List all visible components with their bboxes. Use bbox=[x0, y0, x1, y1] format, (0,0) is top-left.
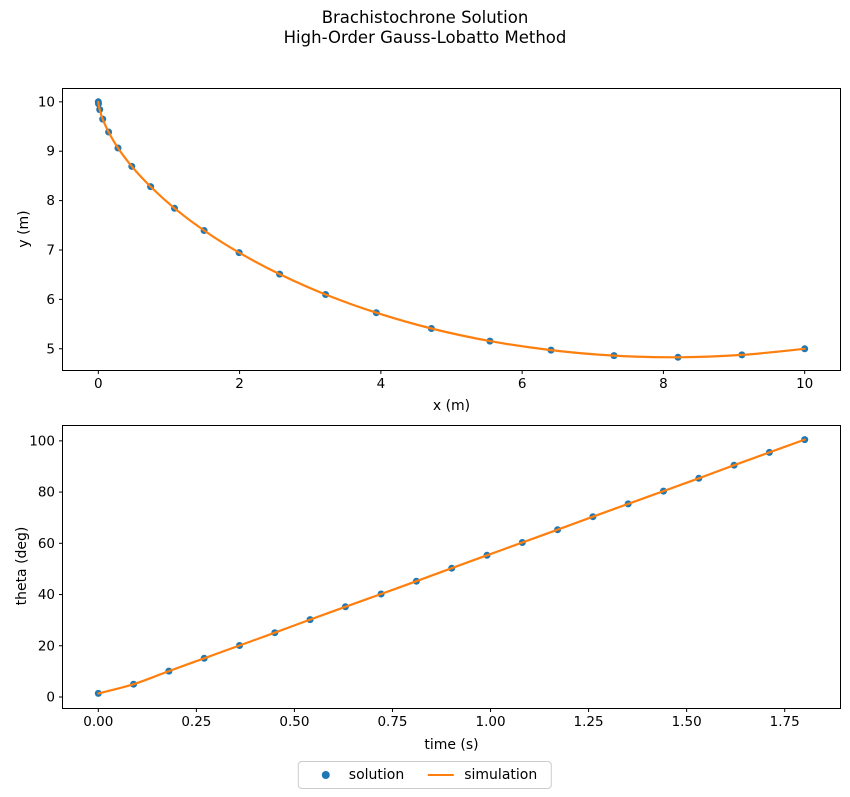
svg-text:1.75: 1.75 bbox=[770, 714, 800, 730]
figure-title: Brachistochrone Solution High-Order Gaus… bbox=[0, 8, 850, 48]
svg-text:0.75: 0.75 bbox=[377, 714, 407, 730]
svg-text:0.25: 0.25 bbox=[181, 714, 211, 730]
xy-plot-canvas: 0 2 4 6 8 10 5 6 7 8 9 10 bbox=[38, 94, 813, 392]
svg-text:5: 5 bbox=[46, 341, 55, 357]
svg-text:80: 80 bbox=[38, 485, 55, 501]
theta-plot-xlabel: time (s) bbox=[424, 737, 479, 753]
svg-text:100: 100 bbox=[29, 433, 55, 449]
svg-text:7: 7 bbox=[46, 242, 55, 258]
svg-text:6: 6 bbox=[518, 376, 527, 392]
theta-plot-canvas: 0.00 0.25 0.50 0.75 1.00 1.25 1.50 1.75 0 20 40 60 8… bbox=[29, 433, 809, 730]
svg-text:1.50: 1.50 bbox=[672, 714, 702, 730]
solution-dot-icon bbox=[313, 771, 339, 779]
legend: solution simulation bbox=[297, 761, 553, 789]
svg-text:8: 8 bbox=[659, 376, 668, 392]
svg-text:10: 10 bbox=[796, 376, 813, 392]
svg-text:0.00: 0.00 bbox=[83, 714, 113, 730]
svg-text:2: 2 bbox=[235, 376, 244, 392]
svg-text:4: 4 bbox=[377, 376, 386, 392]
svg-text:40: 40 bbox=[38, 587, 55, 603]
svg-text:0: 0 bbox=[94, 376, 103, 392]
svg-text:10: 10 bbox=[38, 94, 55, 110]
legend-label-simulation: simulation bbox=[464, 767, 538, 783]
svg-text:1.00: 1.00 bbox=[475, 714, 505, 730]
svg-text:6: 6 bbox=[46, 292, 55, 308]
svg-text:9: 9 bbox=[46, 144, 55, 160]
simulation-line-icon bbox=[428, 774, 455, 776]
svg-text:1.25: 1.25 bbox=[574, 714, 604, 730]
xy-plot-ylabel: y (m) bbox=[16, 210, 32, 248]
figure-title-line1: Brachistochrone Solution bbox=[321, 8, 529, 27]
xy-plot-axes: 0 2 4 6 8 10 5 6 7 8 9 10 bbox=[38, 88, 841, 392]
svg-text:0: 0 bbox=[46, 689, 55, 705]
figure-title-line2: High-Order Gauss-Lobatto Method bbox=[283, 28, 567, 47]
legend-label-solution: solution bbox=[348, 767, 405, 783]
svg-text:60: 60 bbox=[38, 536, 55, 552]
theta-plot-axes: 0.00 0.25 0.50 0.75 1.00 1.25 1.50 1.75 0 20 40 60 8… bbox=[29, 425, 841, 730]
svg-text:8: 8 bbox=[46, 193, 55, 209]
legend-item-solution: solution bbox=[313, 767, 404, 783]
svg-text:0.50: 0.50 bbox=[279, 714, 309, 730]
theta-plot-ylabel: theta (deg) bbox=[14, 526, 30, 606]
xy-plot-xlabel: x (m) bbox=[432, 398, 471, 414]
svg-text:20: 20 bbox=[38, 638, 55, 654]
legend-item-simulation: simulation bbox=[428, 767, 537, 783]
